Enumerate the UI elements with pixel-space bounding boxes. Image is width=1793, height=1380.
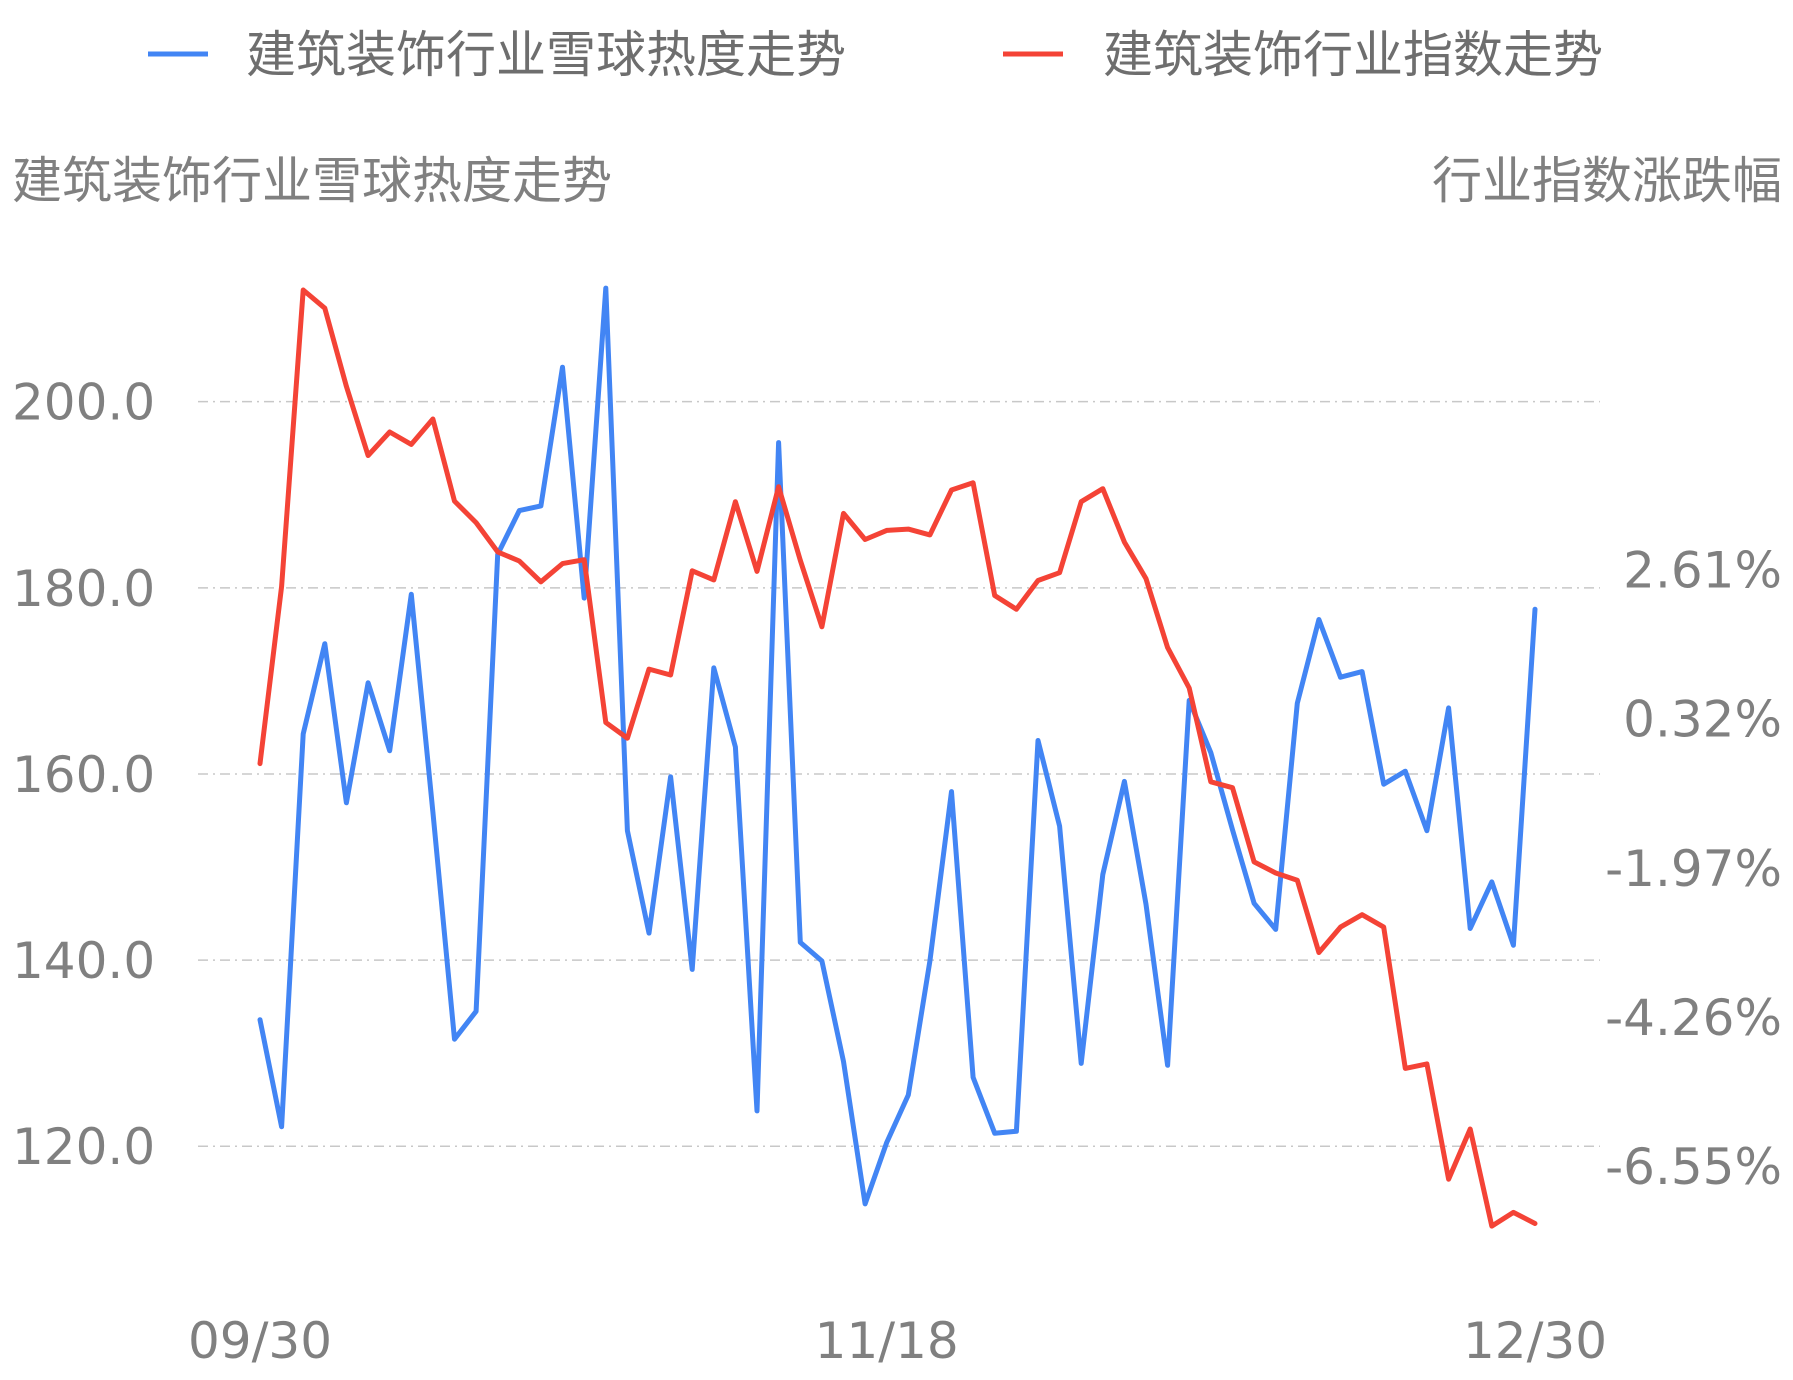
x-tick-label: 09/30: [188, 1312, 332, 1370]
right-tick-label: -6.55%: [1605, 1138, 1782, 1196]
left-tick-label: 140.0: [12, 932, 155, 990]
legend-label-heat: 建筑装饰行业雪球热度走势: [246, 26, 846, 84]
grid-lines: [198, 400, 1600, 1147]
right-tick-label: -4.26%: [1605, 989, 1782, 1047]
left-axis-ticks: 200.0 180.0 160.0 140.0 120.0: [12, 374, 155, 1177]
legend-item-heat[interactable]: 建筑装饰行业雪球热度走势: [148, 26, 846, 84]
right-tick-label: 2.61%: [1623, 541, 1782, 599]
series-line-index: [257, 287, 1538, 1229]
x-axis-ticks: 09/30 11/18 12/30: [188, 1312, 1607, 1370]
left-tick-label: 200.0: [12, 374, 155, 432]
left-tick-label: 180.0: [12, 560, 155, 618]
legend-label-index: 建筑装饰行业指数走势: [1103, 26, 1603, 84]
legend: 建筑装饰行业雪球热度走势 建筑装饰行业指数走势: [148, 26, 1603, 84]
left-axis-title: 建筑装饰行业雪球热度走势: [12, 152, 612, 210]
right-tick-label: 0.32%: [1623, 691, 1782, 749]
right-axis-ticks: 2.61% 0.32% -1.97% -4.26% -6.55%: [1605, 541, 1782, 1196]
left-tick-label: 160.0: [12, 746, 155, 804]
right-axis-title: 行业指数涨跌幅: [1432, 152, 1782, 210]
right-tick-label: -1.97%: [1605, 840, 1782, 898]
series-line-heat: [257, 285, 1538, 1207]
x-tick-label: 12/30: [1463, 1312, 1607, 1370]
legend-item-index[interactable]: 建筑装饰行业指数走势: [1003, 26, 1603, 84]
series-lines: [257, 285, 1538, 1229]
x-tick-label: 11/18: [815, 1312, 959, 1370]
left-tick-label: 120.0: [12, 1118, 155, 1176]
